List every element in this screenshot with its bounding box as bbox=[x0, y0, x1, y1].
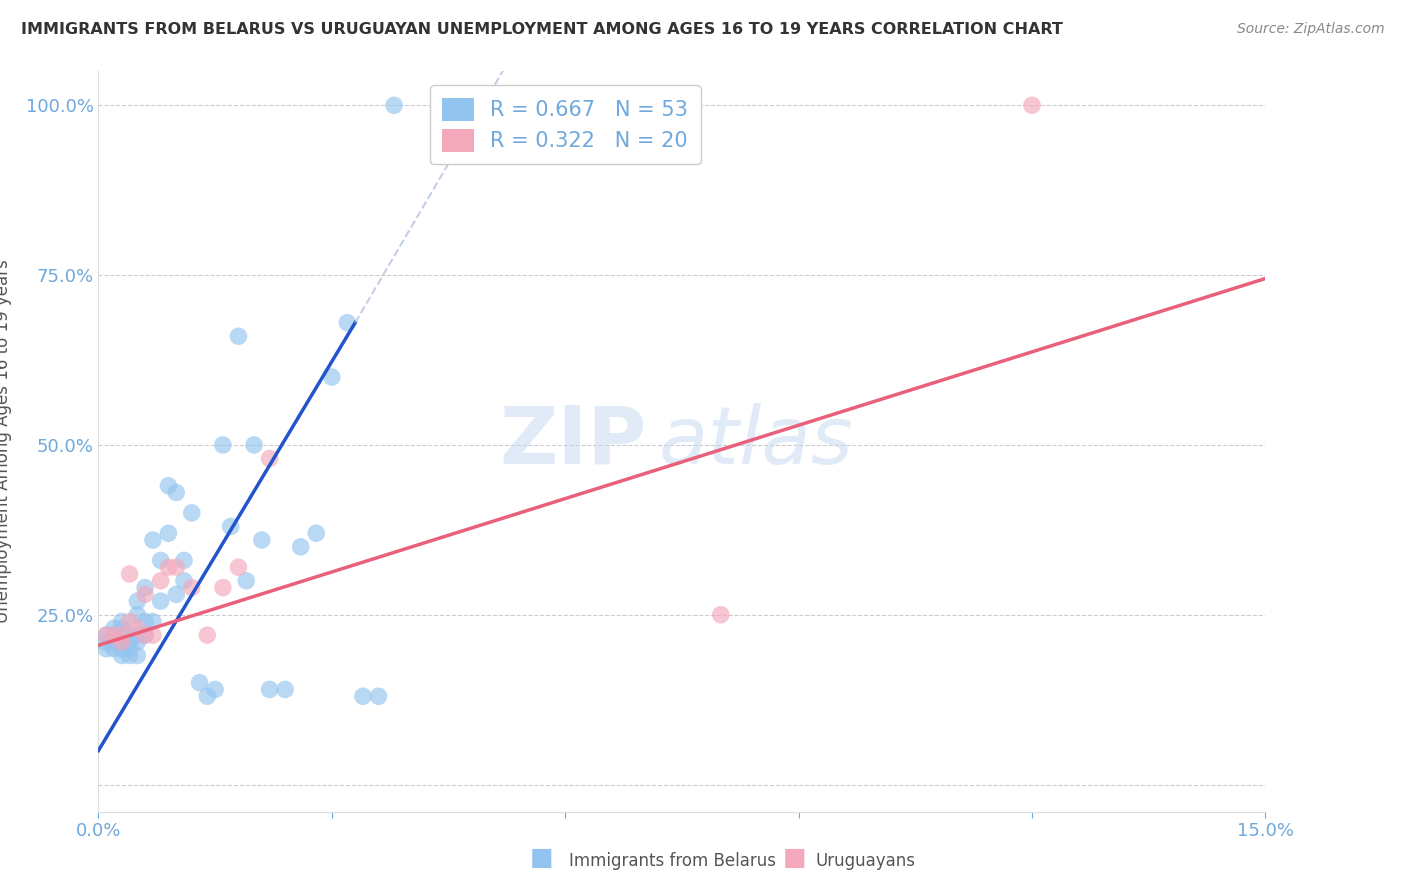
Point bbox=[96, 641, 118, 656]
Legend: R = 0.667   N = 53, R = 0.322   N = 20: R = 0.667 N = 53, R = 0.322 N = 20 bbox=[430, 86, 700, 164]
Point bbox=[111, 648, 134, 663]
Point bbox=[127, 621, 149, 635]
Point bbox=[103, 628, 125, 642]
Point bbox=[157, 478, 180, 492]
Point bbox=[259, 451, 281, 466]
Point bbox=[305, 526, 328, 541]
Text: IMMIGRANTS FROM BELARUS VS URUGUAYAN UNEMPLOYMENT AMONG AGES 16 TO 19 YEARS CORR: IMMIGRANTS FROM BELARUS VS URUGUAYAN UNE… bbox=[21, 22, 1063, 37]
Point bbox=[367, 690, 389, 704]
Point bbox=[259, 682, 281, 697]
Point bbox=[149, 574, 172, 588]
Text: Uruguayans: Uruguayans bbox=[815, 852, 915, 870]
Point bbox=[134, 581, 156, 595]
Point bbox=[118, 628, 141, 642]
Point bbox=[382, 98, 405, 112]
Text: ■: ■ bbox=[530, 846, 553, 870]
Point bbox=[118, 566, 141, 581]
Point bbox=[188, 675, 211, 690]
Point bbox=[103, 635, 125, 649]
Point bbox=[228, 560, 250, 574]
Point bbox=[321, 370, 343, 384]
Point bbox=[96, 635, 118, 649]
Point bbox=[274, 682, 297, 697]
Point bbox=[250, 533, 273, 547]
Point bbox=[134, 615, 156, 629]
Point bbox=[165, 485, 187, 500]
Point bbox=[142, 615, 165, 629]
Point bbox=[195, 628, 218, 642]
Point bbox=[111, 635, 134, 649]
Point bbox=[96, 628, 118, 642]
Point bbox=[212, 438, 235, 452]
Point bbox=[111, 615, 134, 629]
Point bbox=[235, 574, 257, 588]
Point bbox=[149, 553, 172, 567]
Point bbox=[219, 519, 242, 533]
Text: ■: ■ bbox=[783, 846, 806, 870]
Point bbox=[165, 560, 187, 574]
Point bbox=[336, 316, 359, 330]
Point bbox=[103, 621, 125, 635]
Point bbox=[111, 621, 134, 635]
Point bbox=[204, 682, 226, 697]
Point bbox=[157, 526, 180, 541]
Point bbox=[149, 594, 172, 608]
Text: ZIP: ZIP bbox=[499, 402, 647, 481]
Point bbox=[127, 635, 149, 649]
Text: Immigrants from Belarus: Immigrants from Belarus bbox=[569, 852, 776, 870]
Text: Source: ZipAtlas.com: Source: ZipAtlas.com bbox=[1237, 22, 1385, 37]
Point bbox=[134, 628, 156, 642]
Y-axis label: Unemployment Among Ages 16 to 19 years: Unemployment Among Ages 16 to 19 years bbox=[0, 260, 11, 624]
Point bbox=[180, 506, 202, 520]
Point bbox=[142, 533, 165, 547]
Point bbox=[103, 628, 125, 642]
Point bbox=[118, 635, 141, 649]
Point bbox=[212, 581, 235, 595]
Point bbox=[228, 329, 250, 343]
Point bbox=[195, 690, 218, 704]
Point bbox=[111, 628, 134, 642]
Point bbox=[165, 587, 187, 601]
Point bbox=[1021, 98, 1043, 112]
Point bbox=[134, 587, 156, 601]
Point bbox=[134, 628, 156, 642]
Point bbox=[118, 615, 141, 629]
Point bbox=[142, 628, 165, 642]
Point bbox=[103, 641, 125, 656]
Point bbox=[127, 648, 149, 663]
Point bbox=[180, 581, 202, 595]
Point bbox=[118, 641, 141, 656]
Point bbox=[96, 628, 118, 642]
Point bbox=[111, 641, 134, 656]
Point bbox=[127, 628, 149, 642]
Point bbox=[111, 635, 134, 649]
Point bbox=[157, 560, 180, 574]
Point bbox=[173, 553, 195, 567]
Point bbox=[173, 574, 195, 588]
Point bbox=[352, 690, 374, 704]
Point bbox=[243, 438, 266, 452]
Point bbox=[127, 594, 149, 608]
Point bbox=[290, 540, 312, 554]
Point bbox=[710, 607, 733, 622]
Point bbox=[118, 648, 141, 663]
Point bbox=[127, 607, 149, 622]
Text: atlas: atlas bbox=[658, 402, 853, 481]
